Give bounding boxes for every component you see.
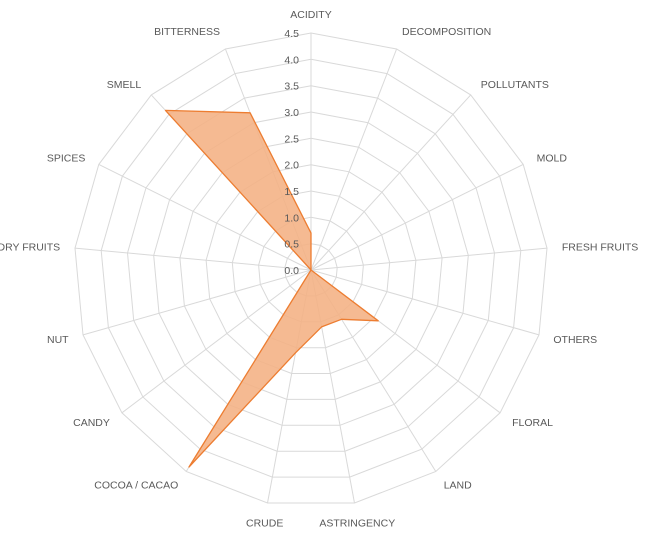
- category-label: BITTERNESS: [154, 26, 220, 38]
- r-tick-label: 1.5: [284, 186, 299, 198]
- category-label: COCOA / CACAO: [94, 479, 178, 491]
- r-tick-label: 2.0: [284, 160, 299, 172]
- grid-ring: [100, 58, 522, 478]
- category-label: SMELL: [107, 79, 142, 91]
- grid-ring: [74, 32, 548, 504]
- category-label: POLLUTANTS: [481, 79, 549, 91]
- category-label: CANDY: [73, 417, 110, 429]
- r-tick-label: 0.0: [284, 265, 299, 277]
- radar-series: [164, 109, 379, 468]
- r-tick-label: 2.5: [284, 133, 299, 145]
- category-label: MOLD: [537, 153, 568, 165]
- category-label: CRUDE: [246, 518, 283, 530]
- grid-spoke: [310, 269, 540, 336]
- category-label: LAND: [444, 479, 472, 491]
- category-label: FLORAL: [512, 417, 553, 429]
- grid-spoke: [82, 269, 312, 336]
- grid-ring: [205, 164, 417, 374]
- grid-ring: [153, 111, 469, 426]
- radial-tick-labels: 0.0 0.5 1.0 1.5 2.0 2.5 3.0 3.5 4.0 4.5: [284, 28, 299, 277]
- r-tick-label: 4.5: [284, 28, 299, 40]
- grid-ring: [231, 190, 391, 349]
- category-label: ACIDITY: [290, 9, 331, 21]
- r-tick-label: 3.5: [284, 81, 299, 93]
- grid-spoke: [121, 269, 312, 414]
- grid-spoke: [310, 48, 398, 271]
- category-label: OTHERS: [553, 334, 597, 346]
- series-area: [164, 109, 379, 468]
- category-label: NUT: [47, 334, 69, 346]
- r-tick-label: 0.5: [284, 239, 299, 251]
- grid-spoke: [310, 247, 548, 271]
- category-label: DRY FRUITS: [0, 242, 60, 254]
- r-tick-label: 3.0: [284, 107, 299, 119]
- grid-spoke: [74, 247, 312, 271]
- category-labels: ACIDITY DECOMPOSITION POLLUTANTS MOLD FRESH …: [0, 9, 638, 530]
- grid-spoke: [310, 94, 472, 271]
- category-label: ASTRINGENCY: [319, 518, 395, 530]
- category-label: SPICES: [47, 153, 86, 165]
- grid-spoke: [98, 163, 312, 271]
- category-label: FRESH FRUITS: [562, 242, 638, 254]
- category-label: DECOMPOSITION: [402, 26, 491, 38]
- r-tick-label: 4.0: [284, 54, 299, 66]
- grid-ring: [126, 85, 496, 452]
- r-tick-label: 1.0: [284, 212, 299, 224]
- grid-spoke: [310, 163, 524, 271]
- grid-ring: [179, 137, 443, 400]
